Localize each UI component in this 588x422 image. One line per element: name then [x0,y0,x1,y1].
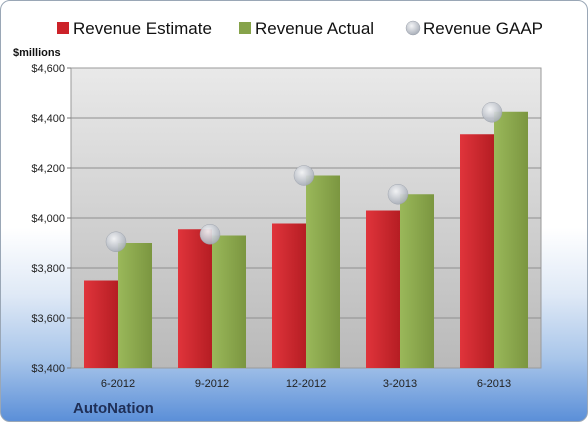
x-axis-ticks: 6-2012 9-2012 12-2012 3-2013 6-2013 [101,378,511,390]
gaap-marker [387,184,409,205]
gaap-marker [199,224,221,245]
y-tick-label: $4,000 [31,213,65,225]
estimate-bar [460,134,494,368]
y-tick-label: $3,400 [31,363,65,375]
legend-swatch-actual [239,22,251,34]
actual-bar [400,194,434,368]
actual-bar [306,175,340,368]
x-tick-label: 12-2012 [286,378,326,390]
actual-bar [212,235,246,368]
legend-marker-gaap [405,20,421,36]
bars [84,111,528,368]
estimate-bar [84,280,118,368]
actual-bar [118,243,152,368]
y-axis-unit-label: $millions [13,47,61,59]
legend-label-actual: Revenue Actual [255,19,374,38]
gaap-marker [481,102,503,123]
gaap-marker [105,231,127,252]
estimate-bar [366,210,400,368]
y-tick-label: $4,400 [31,113,65,125]
estimate-bar [272,223,306,368]
estimate-bar [178,229,212,368]
legend: Revenue Estimate Revenue Actual Revenue … [57,19,543,38]
actual-bar [494,111,528,368]
legend-swatch-estimate [57,22,69,34]
legend-label-gaap: Revenue GAAP [423,19,543,38]
x-tick-label: 9-2012 [195,378,229,390]
y-tick-label: $3,800 [31,263,65,275]
x-tick-label: 6-2013 [477,378,511,390]
legend-label-estimate: Revenue Estimate [73,19,212,38]
y-tick-label: $4,200 [31,163,65,175]
y-axis-ticks: $3,400 $3,600 $3,800 $4,000 $4,200 $4,400 $4,6… [31,63,71,375]
x-tick-label: 6-2012 [101,378,135,390]
x-tick-label: 3-2013 [383,378,417,390]
gaap-marker [293,165,315,186]
brand-label: AutoNation [73,400,154,417]
y-tick-label: $3,600 [31,313,65,325]
y-tick-label: $4,600 [31,63,65,75]
gaap-markers [105,102,503,252]
